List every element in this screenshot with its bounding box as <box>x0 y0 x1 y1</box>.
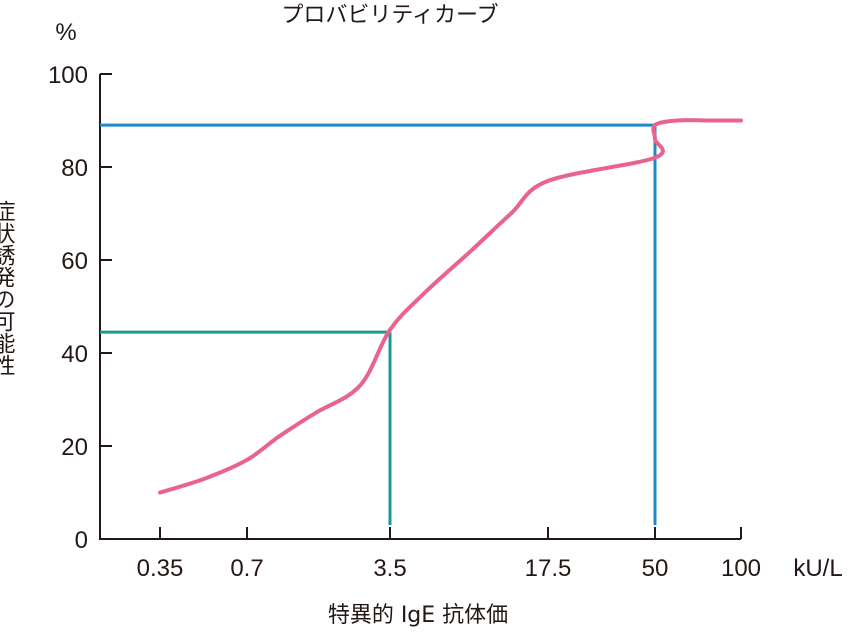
x-ticks: 0.35 0.7 3.5 17.5 50 100 <box>137 527 761 582</box>
x-axis-unit: kU/L <box>793 555 842 582</box>
y-tick-label: 40 <box>61 341 88 368</box>
x-tick-label: 0.7 <box>230 555 263 582</box>
x-tick-label: 100 <box>721 555 761 582</box>
reference-lines <box>100 123 657 525</box>
x-tick-label: 3.5 <box>373 555 406 582</box>
series-line <box>158 118 743 495</box>
x-tick-label: 0.35 <box>137 555 184 582</box>
y-tick-label: 100 <box>48 62 88 89</box>
y-tick-label: 20 <box>61 434 88 461</box>
y-axis-unit: % <box>55 19 76 46</box>
y-tick-label: 80 <box>61 155 88 182</box>
x-tick-label: 17.5 <box>525 555 572 582</box>
y-tick-label: 60 <box>61 248 88 275</box>
series-group <box>158 118 743 495</box>
chart-title: プロバビリティカーブ <box>281 3 498 28</box>
x-tick-label: 50 <box>642 555 669 582</box>
y-tick-label: 0 <box>75 527 88 554</box>
x-axis-label: 特異的 IgE 抗体価 <box>328 603 508 628</box>
y-ticks: 0 20 40 60 80 100 <box>48 62 112 554</box>
y-axis-label: 症状誘発の可能性 <box>0 200 16 376</box>
